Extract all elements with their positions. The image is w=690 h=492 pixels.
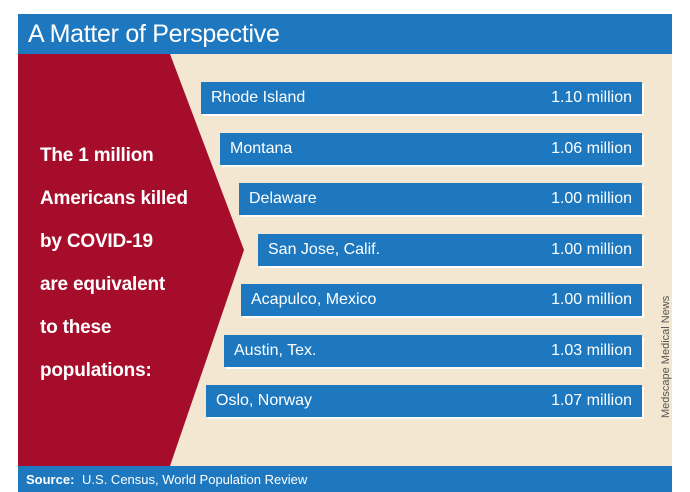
bar-san-jose: San Jose, Calif. 1.00 million — [258, 234, 642, 266]
infographic: A Matter of Perspective The 1 million Am… — [18, 14, 672, 492]
bar-delaware: Delaware 1.00 million — [239, 183, 642, 215]
bar-value: 1.10 million — [551, 89, 632, 106]
red-arrow-shape — [18, 54, 244, 466]
bar-value: 1.00 million — [551, 190, 632, 207]
bar-label: Austin, Tex. — [234, 342, 317, 359]
page-title: A Matter of Perspective — [18, 14, 672, 54]
intro-line: are equivalent — [40, 274, 165, 295]
bar-value: 1.00 million — [551, 291, 632, 308]
bar-value: 1.00 million — [551, 241, 632, 258]
bar-label: Delaware — [249, 190, 317, 207]
content-panel: The 1 million Americans killed by COVID-… — [18, 54, 672, 466]
bar-label: Oslo, Norway — [216, 392, 313, 409]
intro-line: The 1 million — [40, 145, 154, 166]
arrow-polygon — [18, 54, 244, 466]
population-bars: Rhode Island 1.10 million Montana 1.06 m… — [18, 54, 672, 466]
bar-label: Montana — [230, 140, 293, 157]
bar-rhode-island: Rhode Island 1.10 million — [201, 82, 642, 114]
bar-acapulco: Acapulco, Mexico 1.00 million — [241, 284, 642, 316]
bar-label: Acapulco, Mexico — [251, 291, 377, 308]
bar-value: 1.07 million — [551, 392, 632, 409]
intro-line: to these — [40, 317, 112, 338]
intro-line: populations: — [40, 360, 152, 381]
bar-value: 1.03 million — [551, 342, 632, 359]
source-text: U.S. Census, World Population Review — [82, 472, 308, 487]
bar-value: 1.06 million — [551, 140, 632, 157]
source-footer: Source: U.S. Census, World Population Re… — [18, 466, 672, 492]
bar-austin: Austin, Tex. 1.03 million — [224, 335, 642, 367]
bar-oslo: Oslo, Norway 1.07 million — [206, 385, 642, 417]
publisher-credit: Medscape Medical News — [660, 295, 672, 418]
bar-montana: Montana 1.06 million — [220, 133, 642, 165]
source-label: Source: — [26, 472, 75, 487]
bar-label: Rhode Island — [211, 89, 306, 106]
bar-label: San Jose, Calif. — [268, 241, 381, 258]
intro-text: The 1 million Americans killed by COVID-… — [40, 134, 210, 392]
intro-line: Americans killed — [40, 188, 188, 209]
intro-line: by COVID-19 — [40, 231, 153, 252]
